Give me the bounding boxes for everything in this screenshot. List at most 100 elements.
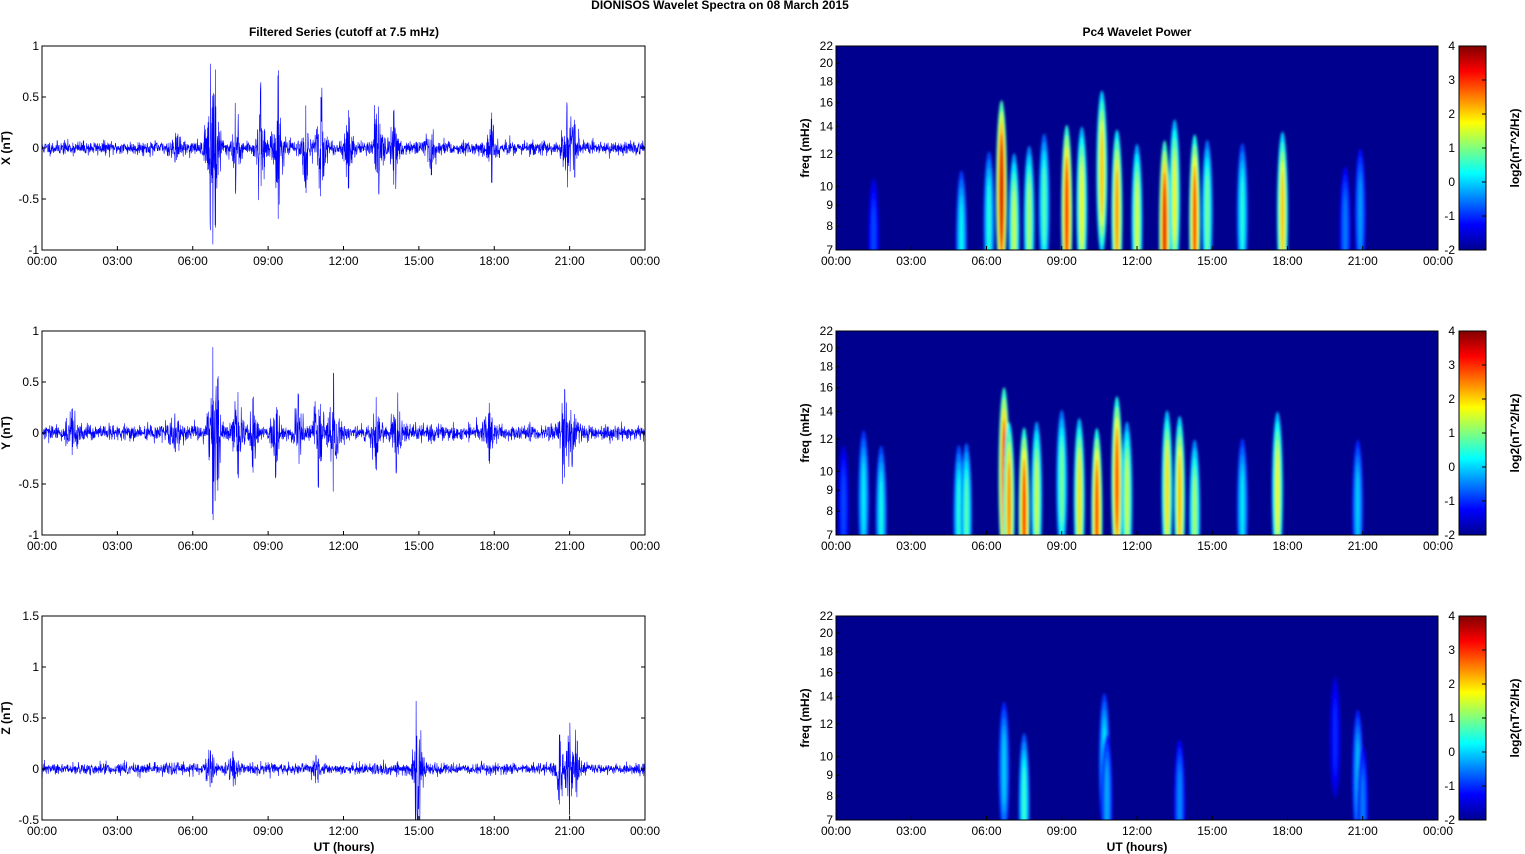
panel-y-power-colorbar-tick-label: 4 [1448, 324, 1455, 338]
panel-x-power-ytick-label: 18 [820, 75, 834, 89]
panel-z-series-ytick-label: 1.5 [22, 609, 39, 623]
panel-x-power-event-13 [1173, 156, 1176, 242]
panels: -1 -0.5 0 0.5 1 00:00 03:00 06:00 09:00 12:00 15:0… [0, 39, 1522, 838]
panel-x-power-colorbar-tick-label: 1 [1448, 141, 1455, 155]
panel-y-power-colorbar-tick-label: 0 [1448, 460, 1455, 474]
panel-x-power-ytick-label: 8 [826, 219, 833, 233]
panel-x-power-event-11 [1135, 180, 1139, 250]
panel-z-series-xtick-label: 15:00 [404, 824, 434, 838]
panel-x-power-xtick-label: 21:00 [1348, 254, 1378, 268]
panel-x-power-colorbar-tick-label: -1 [1444, 209, 1455, 223]
panel-y-power-event-7 [1022, 469, 1026, 535]
panel-y-power-xtick-label: 21:00 [1348, 539, 1378, 553]
panel-z-power-event-1 [1022, 766, 1026, 820]
panel-y-series: -1 -0.5 0 0.5 1 00:00 03:00 06:00 09:00 12:00 15:0… [0, 324, 660, 553]
panel-y-power-ytick-label: 7 [826, 528, 833, 542]
panel-x-power-event-2 [987, 184, 991, 250]
panel-x-power-colorbar-tick-label: 3 [1448, 73, 1455, 87]
panel-z-power-ytick-label: 7 [826, 813, 833, 827]
panel-x-power-event-16 [1241, 176, 1244, 250]
panel-z-power-xtick-label: 12:00 [1122, 824, 1152, 838]
panel-x-power-event-8 [1080, 164, 1084, 249]
panel-y-power-event-11 [1095, 469, 1099, 535]
panel-x-power-colorbar: -2 -1 0 1 2 3 4 log2(nT^2/Hz) [1444, 39, 1522, 257]
panel-x-power-event-15 [1206, 174, 1209, 250]
panel-z-power-colorbar-label: log2(nT^2/Hz) [1508, 678, 1522, 757]
panel-y-power-event-18 [1276, 449, 1279, 534]
panel-x-power-colorbar-tick-label: 4 [1448, 39, 1455, 53]
panel-z-power-ytick-label: 9 [826, 768, 833, 782]
panel-z-power-colorbar-tick-label: 3 [1448, 643, 1455, 657]
panel-x-power-xtick-label: 00:00 [821, 254, 851, 268]
panel-y-power-event-2 [879, 478, 883, 535]
panel-y-power-background [836, 331, 1438, 535]
panel-z-power-ytick-label: 20 [820, 626, 834, 640]
panel-y-power-ytick-label: 10 [820, 464, 834, 478]
xlabel-right: UT (hours) [1107, 840, 1168, 854]
panel-x-power-event-12 [1163, 183, 1166, 250]
panel-y-power-ylabel: freq (mHz) [798, 403, 812, 462]
panel-y-series-ytick-label: -0.5 [18, 477, 39, 491]
panel-y-power-event-8 [1035, 457, 1038, 535]
panel-y-power-colorbar-label: log2(nT^2/Hz) [1508, 393, 1522, 472]
panel-y-power-xtick-label: 12:00 [1122, 539, 1152, 553]
panel-x-power-ytick-label: 14 [820, 120, 834, 134]
panel-x-power-xtick-label: 15:00 [1197, 254, 1227, 268]
panel-y-power-event-15 [1178, 455, 1181, 535]
panel-z-power-ytick-label: 10 [820, 749, 834, 763]
panel-y-series-ytick-label: 0 [32, 426, 39, 440]
panel-x-series-ytick-label: -1 [28, 243, 39, 257]
panel-y-series-trace [41, 347, 646, 521]
panel-x-power-colorbar-tick-label: -2 [1444, 243, 1455, 257]
panel-x-power-xtick-label: 06:00 [971, 254, 1001, 268]
panel-x-power-event-17 [1281, 170, 1284, 250]
panel-x-series-ylabel: X (nT) [0, 131, 13, 165]
panel-y-power-ytick-label: 16 [820, 381, 834, 395]
panel-y-series-xtick-label: 09:00 [253, 539, 283, 553]
panel-x-power-event-0 [872, 206, 875, 250]
panel-z-power-event-3 [1105, 765, 1109, 820]
panel-y-power-event-19 [1356, 471, 1359, 535]
panel-z-series-xtick-label: 09:00 [253, 824, 283, 838]
panel-x-series-xtick-label: 12:00 [328, 254, 358, 268]
panel-y-power-event-13 [1125, 457, 1129, 535]
panel-x-power-colorbar-tick-label: 2 [1448, 107, 1455, 121]
panel-z-power-xtick-label: 00:00 [821, 824, 851, 838]
panel-y-power-event-1 [862, 462, 865, 535]
panel-y-power-event-14 [1165, 448, 1169, 535]
panel-x-series-ytick-label: 1 [32, 39, 39, 53]
panel-y-power-event-9 [1060, 444, 1063, 524]
panel-x-power-xtick-label: 12:00 [1122, 254, 1152, 268]
panel-z-power-ytick-label: 22 [820, 609, 834, 623]
panel-y-series-xtick-label: 06:00 [178, 539, 208, 553]
panel-z-series: -0.5 0 0.5 1 1.5 00:00 03:00 06:00 09:00 12:00 15:… [0, 609, 660, 838]
panel-z-power-colorbar: -2 -1 0 1 2 3 4 log2(nT^2/Hz) [1444, 609, 1522, 827]
panel-z-series-xtick-label: 18:00 [479, 824, 509, 838]
panel-y-series-ytick-label: -1 [28, 528, 39, 542]
panel-y-power-event-12 [1115, 437, 1119, 531]
panel-y-series-ytick-label: 1 [32, 324, 39, 338]
panel-y-series-xtick-label: 03:00 [102, 539, 132, 553]
panel-x-power-ytick-label: 22 [820, 39, 834, 53]
panel-z-series-trace [41, 701, 646, 821]
panel-z-power-colorbar-tick-label: 2 [1448, 677, 1455, 691]
panel-z-power-event-7 [1361, 775, 1364, 820]
panel-z-power-xtick-label: 06:00 [971, 824, 1001, 838]
panel-z-power-colorbar-tick-label: 1 [1448, 711, 1455, 725]
panel-y-series-xtick-label: 18:00 [479, 539, 509, 553]
panel-x-power-event-9 [1100, 129, 1104, 217]
panel-z-power-events [998, 676, 1369, 820]
panel-z-series-xtick-label: 12:00 [328, 824, 358, 838]
panel-z-series-xtick-label: 00:00 [630, 824, 660, 838]
panel-x-series-ytick-label: 0.5 [22, 90, 39, 104]
panel-x-power-event-4 [1012, 189, 1016, 250]
panel-x-series-xtick-label: 06:00 [178, 254, 208, 268]
panel-z-power-ytick-label: 14 [820, 690, 834, 704]
panel-z-power-colorbar-tick-label: 0 [1448, 745, 1455, 759]
left-column-title: Filtered Series (cutoff at 7.5 mHz) [249, 25, 439, 39]
panel-x-series: -1 -0.5 0 0.5 1 00:00 03:00 06:00 09:00 12:00 15:0… [0, 39, 660, 268]
panel-y-power-ytick-label: 18 [820, 360, 834, 374]
panel-x-series-xtick-label: 15:00 [404, 254, 434, 268]
